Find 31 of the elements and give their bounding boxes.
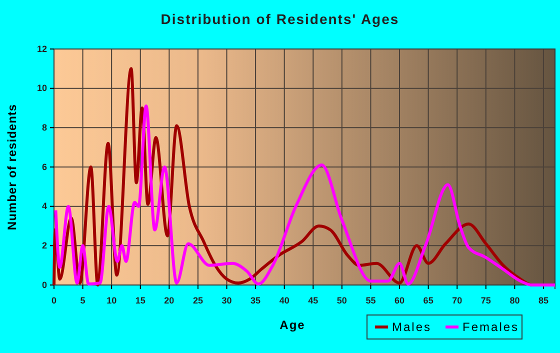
chart-title: Distribution of Residents' Ages (160, 11, 400, 27)
x-tick-label: 45 (308, 296, 318, 306)
x-tick-label: 0 (51, 296, 57, 306)
x-tick-label: 15 (135, 296, 146, 306)
y-tick-label: 10 (36, 83, 47, 94)
y-tick-label: 8 (42, 122, 47, 133)
x-tick-label: 75 (480, 296, 491, 306)
x-tick-label: 30 (222, 296, 232, 306)
x-tick-label: 70 (452, 296, 462, 306)
y-tick-label: 0 (42, 280, 47, 290)
y-axis-title: Number of residents (5, 104, 19, 230)
x-tick-label: 60 (394, 296, 405, 306)
x-axis-title: Age (280, 318, 306, 332)
y-tick-label: 4 (42, 201, 47, 212)
x-tick-label: 85 (538, 296, 548, 306)
x-tick-label: 20 (164, 296, 174, 306)
y-tick-label: 2 (42, 240, 47, 251)
x-tick-label: 35 (250, 296, 261, 306)
legend-label: Males (392, 320, 432, 334)
line-series (54, 104, 556, 286)
x-tick-label: 65 (423, 296, 434, 306)
x-tick-label: 50 (336, 296, 347, 306)
x-tick-label: 10 (106, 296, 117, 306)
x-tick-label: 25 (192, 296, 203, 306)
legend-label: Females (462, 320, 520, 334)
x-tick-label: 5 (80, 296, 86, 306)
x-tick-label: 80 (510, 296, 520, 306)
x-tick-label: 40 (279, 296, 290, 306)
y-tick-label: 6 (42, 162, 47, 172)
x-tick-label: 55 (366, 296, 376, 306)
y-tick-label: 12 (36, 44, 47, 54)
